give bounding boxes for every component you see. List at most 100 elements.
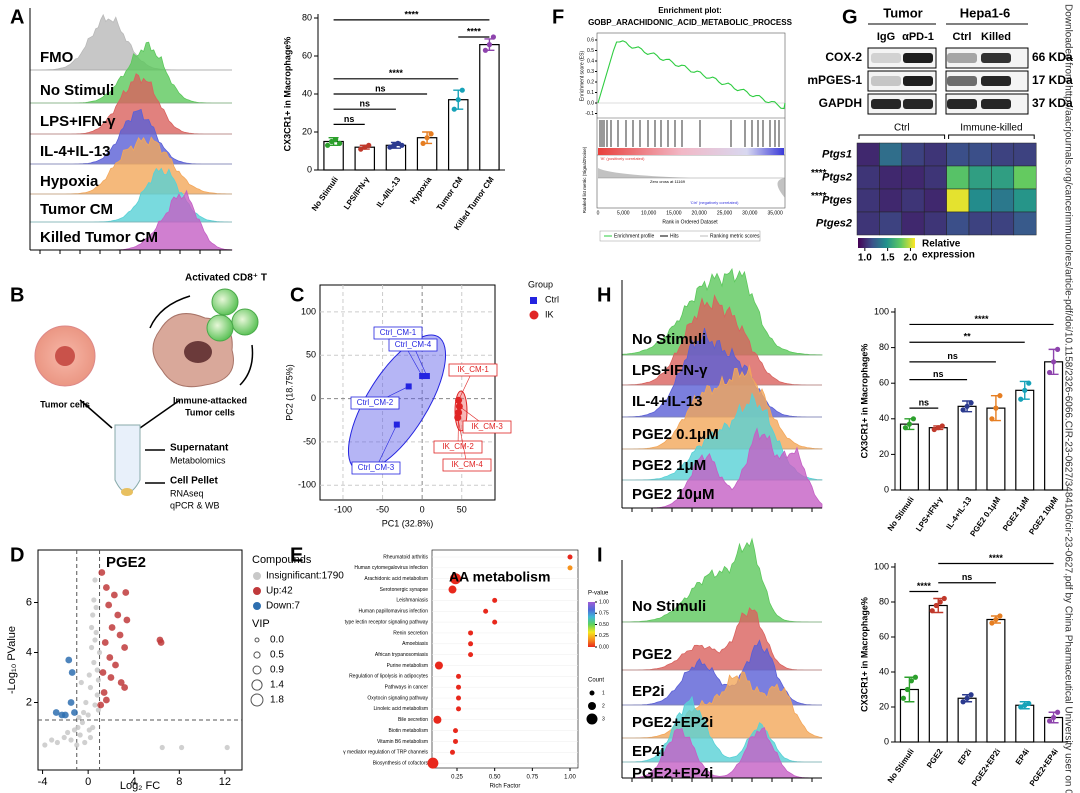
schematic-label: Activated CD8⁺ T: [185, 273, 267, 284]
y-tick-label: 60: [879, 378, 889, 388]
data-point: [87, 684, 94, 691]
replicate-point: [929, 608, 935, 614]
replicate-point: [451, 106, 457, 112]
y-axis-label: CX3CR1+ in Macrophage%: [859, 597, 869, 712]
schematic-label: Tumor cells: [185, 407, 235, 417]
colorbar: [588, 602, 595, 647]
y-tick-label: 50: [306, 350, 316, 360]
group-bracket: [948, 134, 1035, 139]
point-label-box: [351, 461, 401, 475]
data-point: [85, 712, 91, 718]
data-point: [78, 679, 84, 686]
replicate-point: [910, 416, 917, 422]
histogram-label: LPS+IFN-γ: [632, 362, 708, 379]
colorbar-tick-label: 1.00: [599, 599, 609, 605]
replicate-point: [1046, 718, 1053, 724]
data-point: [110, 591, 118, 599]
annotation: 'Ctrl' (negatively correlated): [690, 200, 739, 205]
data-point: [492, 619, 498, 625]
x-tick-label: LPS/IFN-γ: [342, 175, 371, 212]
x-tick-label: 5,000: [617, 210, 630, 216]
size-swatch: [586, 713, 598, 725]
leader-line: [457, 417, 468, 466]
y-tick-label: Regulation of lipolysis in adipocytes: [349, 674, 428, 680]
x-tick-label: -100: [334, 504, 352, 514]
data-point: [468, 641, 474, 647]
blot-band: [871, 99, 901, 109]
histogram-label: No Stimuli: [632, 598, 706, 615]
histogram-label: PGE2+EP2i: [632, 714, 713, 731]
x-tick-label: -4: [38, 776, 48, 788]
schematic-label: qPCR & WB: [170, 500, 220, 510]
legend-label: 3: [602, 716, 605, 722]
blot-band: [871, 76, 901, 86]
heatmap-cell: [879, 188, 903, 213]
significance-label: ns: [919, 397, 930, 407]
y-axis-label: Enrichment score (ES): [579, 51, 585, 102]
heatmap-cell: [901, 188, 925, 213]
replicate-point: [328, 138, 335, 145]
replicate-point: [455, 97, 461, 103]
replicate-point: [387, 144, 393, 150]
significance-label: ****: [917, 581, 932, 591]
bar: [354, 146, 376, 171]
data-point: [99, 669, 107, 676]
y-axis-label: Ranked list metric (Signal2Noise): [582, 146, 587, 213]
data-point: [75, 724, 81, 731]
y-tick-label: 0: [307, 164, 312, 174]
legend-label: Hits: [670, 233, 679, 239]
data-point: [468, 630, 474, 636]
y-tick-label: 40: [879, 666, 889, 676]
x-tick-label: 0: [420, 504, 425, 514]
data-point: [123, 616, 131, 624]
x-tick-label: EP4i: [1014, 747, 1031, 766]
size-swatch: [588, 702, 596, 710]
data-point: [178, 744, 185, 751]
x-tick-label: EP2i: [956, 747, 973, 766]
y-tick-label: 80: [879, 596, 889, 606]
point-label: IK_CM-3: [471, 422, 503, 431]
legend-label: 1.8: [270, 695, 284, 706]
bar: [986, 618, 1006, 743]
data-point: [93, 629, 99, 636]
y-tick-label: 20: [302, 126, 312, 136]
replicate-point: [482, 47, 489, 53]
histogram-label: Tumor CM: [40, 201, 113, 218]
x-axis-label: Log₂ FC: [120, 780, 160, 792]
data-point: [121, 684, 129, 691]
data-point: [455, 396, 463, 404]
schematic-label: Tumor cells: [40, 399, 90, 409]
data-point: [98, 569, 106, 576]
replicate-point: [964, 695, 970, 701]
data-point: [468, 652, 474, 658]
data-point: [88, 644, 95, 651]
x-tick-label: LPS+IFN-γ: [914, 495, 945, 534]
data-point: [86, 727, 92, 733]
heatmap-cell: [879, 142, 903, 167]
legend-label: Up:42: [266, 586, 293, 597]
histogram-label: EP4i: [632, 743, 665, 760]
panel-letter: I: [597, 544, 603, 566]
arrow: [139, 399, 181, 429]
size-swatch: [250, 693, 264, 707]
annotation: AA metabolism: [449, 569, 550, 585]
data-point: [71, 709, 78, 716]
replicate-point: [900, 695, 907, 701]
data-point: [92, 702, 98, 708]
histogram-label: IL-4+IL-13: [40, 143, 110, 160]
blot-band: [903, 53, 933, 63]
replicate-point: [395, 140, 401, 146]
replicate-point: [332, 137, 339, 143]
y-tick-label: 0.0: [587, 100, 594, 106]
rank-bar: [598, 148, 784, 155]
data-point: [90, 612, 96, 618]
legend-label: 0.0: [270, 635, 284, 646]
heatmap-cell: [991, 188, 1015, 213]
blot-group: Tumor: [883, 5, 922, 20]
y-tick-label: 100: [301, 306, 316, 316]
histogram-ridge: [621, 294, 822, 386]
heatmap-cell: [923, 211, 947, 236]
enrichment-curve: [597, 40, 786, 110]
